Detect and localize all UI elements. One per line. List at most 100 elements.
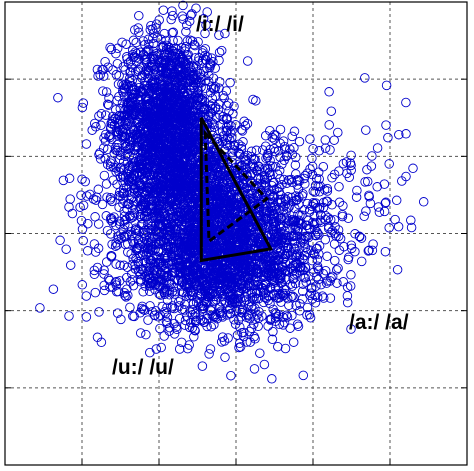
data-point (329, 135, 339, 145)
data-point (312, 243, 322, 253)
data-point (326, 106, 337, 116)
data-point (176, 80, 187, 90)
data-point (137, 158, 147, 169)
data-point (149, 130, 160, 141)
data-point (158, 162, 168, 173)
data-point (194, 166, 205, 177)
data-point (157, 161, 168, 171)
data-point (156, 342, 166, 353)
data-point (302, 310, 312, 320)
data-point (118, 165, 129, 176)
data-point (221, 138, 231, 149)
data-point (258, 272, 269, 282)
data-point (279, 317, 290, 328)
data-point (95, 154, 106, 164)
data-point (239, 152, 249, 162)
data-point (105, 42, 115, 53)
data-point (279, 141, 290, 152)
data-point (147, 120, 157, 131)
data-point (384, 159, 394, 169)
data-point (101, 179, 112, 189)
data-point (265, 125, 275, 136)
data-point (295, 265, 305, 276)
data-point (320, 135, 331, 145)
data-point (135, 193, 145, 204)
data-point (408, 163, 418, 174)
data-point (53, 92, 63, 103)
data-point (267, 224, 278, 234)
data-point (345, 281, 356, 291)
data-point (177, 277, 188, 287)
data-point (141, 46, 152, 56)
data-point (283, 242, 293, 253)
data-point (123, 221, 133, 232)
data-point (313, 274, 324, 285)
data-point (165, 225, 176, 236)
data-point (300, 263, 311, 273)
data-point (225, 260, 235, 270)
data-point (275, 124, 286, 135)
data-point (131, 228, 142, 239)
data-point (176, 219, 186, 230)
data-point (221, 284, 231, 294)
data-point (112, 145, 123, 156)
data-point (293, 209, 303, 219)
data-point (156, 66, 166, 77)
data-point (118, 183, 129, 194)
data-point (96, 120, 106, 131)
data-point (143, 315, 153, 325)
data-point (134, 243, 144, 254)
data-point (102, 225, 113, 236)
data-point (224, 134, 235, 145)
data-point (243, 272, 254, 283)
data-point (212, 196, 222, 207)
data-point (127, 96, 138, 106)
data-point (257, 282, 267, 293)
data-point (266, 263, 276, 273)
data-point (207, 289, 218, 299)
data-point (156, 220, 166, 231)
data-point (190, 175, 200, 186)
data-point (379, 179, 390, 189)
data-point (184, 16, 195, 27)
data-point (307, 169, 318, 180)
data-point (173, 250, 184, 260)
data-point (139, 173, 149, 184)
data-point (141, 66, 151, 77)
data-point (130, 264, 141, 274)
data-point (133, 257, 143, 267)
data-point (287, 131, 297, 142)
data-point (301, 232, 311, 242)
data-point (108, 65, 118, 75)
data-point (173, 195, 183, 205)
data-point (261, 293, 271, 304)
data-point (172, 63, 182, 74)
data-point (216, 337, 227, 347)
data-point (171, 178, 182, 189)
data-point (214, 99, 224, 110)
data-point (320, 143, 331, 153)
data-point (244, 326, 255, 337)
data-point (189, 325, 200, 335)
data-point (223, 196, 233, 207)
data-point (120, 290, 130, 301)
data-point (220, 352, 230, 363)
data-point (132, 48, 142, 59)
data-point (65, 194, 75, 204)
data-point (114, 91, 124, 102)
data-point (124, 116, 134, 127)
data-point (301, 277, 311, 287)
data-point (170, 250, 180, 261)
data-point (94, 149, 104, 160)
data-point (102, 192, 112, 202)
data-point (114, 276, 125, 286)
data-point (144, 273, 155, 284)
data-point (288, 230, 299, 240)
data-point (198, 236, 208, 246)
data-point (160, 112, 171, 122)
data-point (270, 146, 280, 157)
data-point (174, 98, 184, 108)
data-point (203, 76, 214, 87)
data-point (208, 296, 218, 306)
